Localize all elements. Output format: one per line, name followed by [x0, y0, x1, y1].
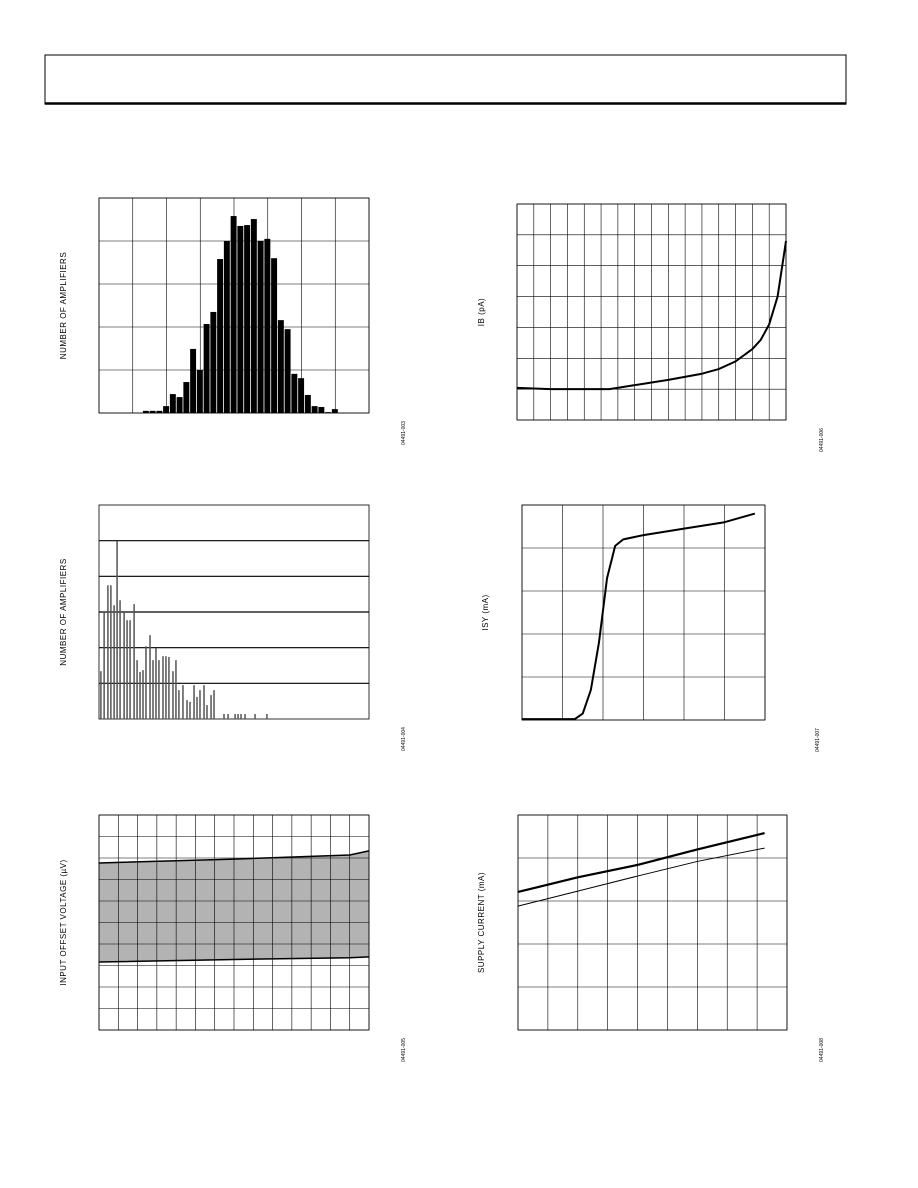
line [98, 956, 370, 963]
bar [213, 690, 215, 719]
bar [100, 671, 102, 719]
bar [163, 406, 170, 413]
plot-frame [521, 504, 766, 721]
bar [182, 685, 184, 719]
bar [149, 635, 151, 719]
bar [304, 394, 311, 413]
line [517, 847, 765, 907]
plot-frame [517, 814, 788, 1031]
y-axis-label: ISY (mA) [481, 594, 490, 630]
bar [126, 620, 128, 719]
bar [206, 705, 208, 719]
bar [199, 690, 201, 719]
bar [189, 701, 191, 719]
y-axis-label: NUMBER OF AMPLIFIERS [59, 558, 68, 665]
figure-code: 04491-007 [815, 728, 821, 752]
bar [196, 696, 198, 719]
bar [168, 656, 170, 719]
figure-code: 04491-008 [819, 1038, 825, 1062]
bar [162, 656, 164, 719]
bar [254, 714, 256, 719]
bar [210, 695, 212, 719]
bar [203, 685, 205, 719]
bar [331, 409, 338, 413]
bar [172, 671, 174, 719]
bar [110, 585, 112, 719]
header-box [44, 54, 847, 105]
bar [142, 670, 144, 719]
bar [244, 225, 251, 413]
line [516, 240, 787, 391]
bar [183, 382, 190, 413]
figure-code: 04491-003 [401, 421, 407, 445]
plot-frame [516, 203, 787, 421]
bar [298, 378, 305, 413]
bar [223, 714, 225, 719]
plot-frame [98, 814, 370, 1031]
y-axis-label: INPUT OFFSET VOLTAGE (µV) [59, 859, 68, 985]
bar [190, 348, 197, 413]
bar [210, 311, 217, 413]
bar [203, 323, 210, 413]
bar [223, 241, 230, 413]
bar [257, 241, 264, 413]
bar [196, 370, 203, 413]
bar [136, 660, 138, 719]
bar [217, 259, 224, 413]
figure-code: 04491-005 [401, 1038, 407, 1062]
bar [186, 700, 188, 719]
y-axis-label: IB (pA) [477, 298, 486, 326]
y-axis-label: NUMBER OF AMPLIFIERS [59, 252, 68, 359]
figure-code: 04491-004 [401, 727, 407, 751]
bar [230, 216, 237, 413]
figure-code: 04491-006 [819, 428, 825, 452]
bar [119, 600, 121, 719]
bar [142, 410, 149, 413]
bar [175, 660, 177, 719]
bar [237, 225, 244, 413]
bar [156, 410, 163, 413]
line [517, 831, 765, 894]
y-axis-label: SUPPLY CURRENT (mA) [477, 872, 486, 973]
bar [325, 412, 332, 413]
bar [227, 714, 229, 719]
bar [237, 714, 239, 719]
bar [116, 541, 118, 719]
bar [264, 238, 271, 413]
bar [277, 320, 284, 413]
bar [176, 397, 183, 413]
bar [250, 219, 257, 413]
bar [291, 373, 298, 413]
bar [240, 714, 242, 719]
bar [165, 656, 167, 719]
bar [311, 406, 318, 413]
bar [318, 406, 325, 413]
bar [139, 671, 141, 719]
bar [193, 685, 195, 719]
bar [169, 394, 176, 413]
bar [155, 648, 157, 719]
bar [158, 660, 160, 719]
bar [271, 258, 278, 413]
bar [149, 410, 156, 413]
bar [133, 604, 135, 719]
bar [244, 714, 246, 719]
bar [152, 660, 154, 719]
bar [266, 714, 268, 719]
bar [178, 690, 180, 719]
bar [103, 612, 105, 719]
bar [129, 620, 131, 719]
bar [145, 646, 147, 719]
bar [107, 585, 109, 719]
bar [284, 329, 291, 413]
bar [113, 605, 115, 719]
plot-frame [98, 504, 370, 720]
line [98, 850, 370, 864]
bar [123, 612, 125, 719]
line [522, 512, 756, 721]
bar [234, 714, 236, 719]
